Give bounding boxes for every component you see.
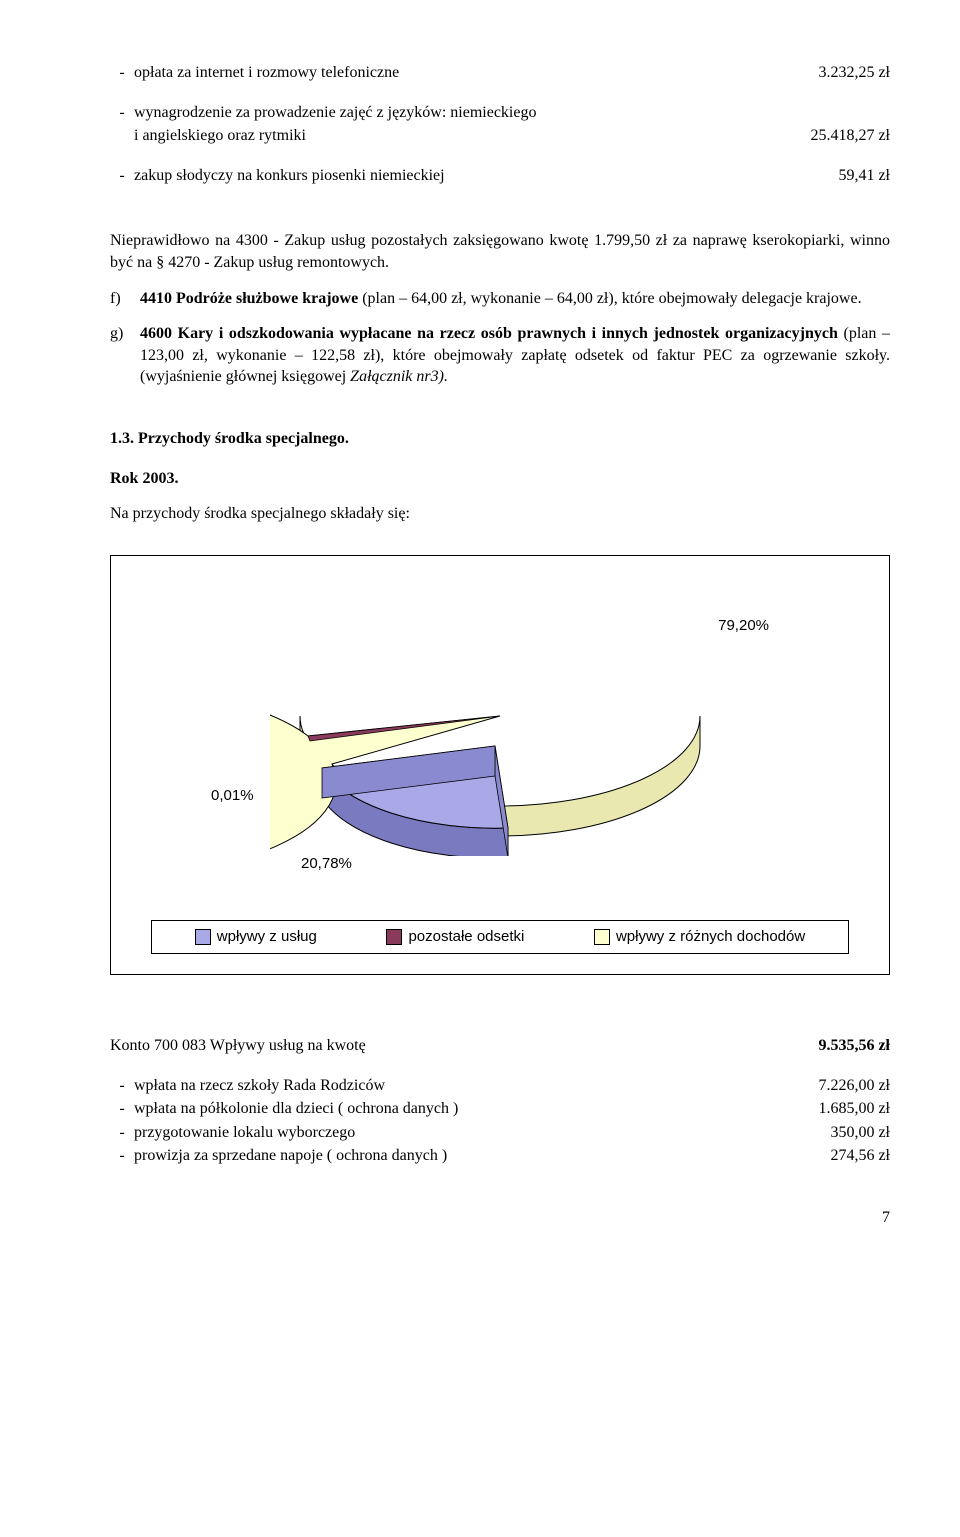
- chart-legend: wpływy z usług pozostałe odsetki wpływy …: [151, 920, 849, 954]
- dash-marker: -: [110, 1075, 134, 1097]
- legend-text: wpływy z różnych dochodów: [616, 927, 805, 947]
- dash-marker: -: [110, 1145, 134, 1167]
- section-heading: 1.3. Przychody środka specjalnego.: [110, 428, 890, 450]
- list-body: 4600 Kary i odszkodowania wypłacane na r…: [140, 323, 890, 388]
- line-text: prowizja za sprzedane napoje ( ochrona d…: [134, 1145, 447, 1167]
- line-item: - zakup słodyczy na konkurs piosenki nie…: [110, 165, 890, 187]
- chart-label-big: 79,20%: [718, 616, 769, 636]
- pie-chart-container: 79,20% 0,01% 20,78% wpływy z usług pozos…: [110, 555, 890, 975]
- rok-heading: Rok 2003.: [110, 468, 890, 490]
- line-value: 350,00 zł: [830, 1122, 890, 1144]
- line-value: 25.418,27 zł: [810, 125, 890, 147]
- line-text: zakup słodyczy na konkurs piosenki niemi…: [134, 165, 445, 187]
- list-body: 4410 Podróże służbowe krajowe (plan – 64…: [140, 288, 890, 310]
- dash-marker: -: [110, 1122, 134, 1144]
- legend-item: pozostałe odsetki: [386, 927, 524, 947]
- dash-marker: -: [110, 62, 134, 84]
- list-rest: (plan – 64,00 zł, wykonanie – 64,00 zł),…: [358, 290, 861, 307]
- page-number: 7: [110, 1207, 890, 1229]
- dash-marker: -: [110, 165, 134, 187]
- line-item: - wynagrodzenie za prowadzenie zajęć z j…: [110, 102, 890, 124]
- chart-label-small1: 0,01%: [211, 786, 254, 806]
- list-item-f: f) 4410 Podróże służbowe krajowe (plan –…: [110, 288, 890, 310]
- legend-text: wpływy z usług: [217, 927, 317, 947]
- legend-swatch: [386, 929, 402, 945]
- line-text: przygotowanie lokalu wyborczego: [134, 1122, 355, 1144]
- legend-item: wpływy z usług: [195, 927, 317, 947]
- pie-chart: 79,20% 0,01% 20,78%: [151, 586, 849, 906]
- legend-swatch: [195, 929, 211, 945]
- line-value: 59,41 zł: [838, 165, 890, 187]
- line-text: wpłata na rzecz szkoły Rada Rodziców: [134, 1075, 385, 1097]
- pie-svg: [270, 596, 730, 856]
- konto-row: Konto 700 083 Wpływy usług na kwotę 9.53…: [110, 1035, 890, 1057]
- intro-line: Na przychody środka specjalnego składały…: [110, 503, 890, 525]
- list-bold: 4600 Kary i odszkodowania wypłacane na r…: [140, 325, 838, 342]
- legend-swatch: [594, 929, 610, 945]
- line-item: - opłata za internet i rozmowy telefonic…: [110, 62, 890, 84]
- line-item: -przygotowanie lokalu wyborczego 350,00 z…: [110, 1122, 890, 1144]
- line-text: i angielskiego oraz rytmiki: [134, 125, 306, 147]
- konto-right: 9.535,56 zł: [818, 1035, 890, 1057]
- line-text: wynagrodzenie za prowadzenie zajęć z jęz…: [134, 102, 536, 124]
- paragraph-nieprawidlowo: Nieprawidłowo na 4300 - Zakup usług pozo…: [110, 230, 890, 273]
- line-value: 1.685,00 zł: [818, 1098, 890, 1120]
- list-bold: 4410 Podróże służbowe krajowe: [140, 290, 358, 307]
- line-item-cont: i angielskiego oraz rytmiki 25.418,27 zł: [110, 125, 890, 147]
- line-item: -wpłata na półkolonie dla dzieci ( ochro…: [110, 1098, 890, 1120]
- line-item: -wpłata na rzecz szkoły Rada Rodziców 7.2…: [110, 1075, 890, 1097]
- legend-item: wpływy z różnych dochodów: [594, 927, 805, 947]
- dash-marker: -: [110, 1098, 134, 1120]
- list-italic: Załącznik nr3).: [350, 368, 448, 385]
- line-value: 274,56 zł: [830, 1145, 890, 1167]
- legend-text: pozostałe odsetki: [408, 927, 524, 947]
- line-item: -prowizja za sprzedane napoje ( ochrona …: [110, 1145, 890, 1167]
- line-text: wpłata na półkolonie dla dzieci ( ochron…: [134, 1098, 458, 1120]
- line-value: 7.226,00 zł: [818, 1075, 890, 1097]
- list-marker: g): [110, 323, 140, 388]
- chart-label-small2: 20,78%: [301, 854, 352, 874]
- line-value: 3.232,25 zł: [818, 62, 890, 84]
- dash-marker: -: [110, 102, 134, 124]
- konto-left: Konto 700 083 Wpływy usług na kwotę: [110, 1035, 366, 1057]
- line-text: opłata za internet i rozmowy telefoniczn…: [134, 62, 399, 84]
- list-item-g: g) 4600 Kary i odszkodowania wypłacane n…: [110, 323, 890, 388]
- list-marker: f): [110, 288, 140, 310]
